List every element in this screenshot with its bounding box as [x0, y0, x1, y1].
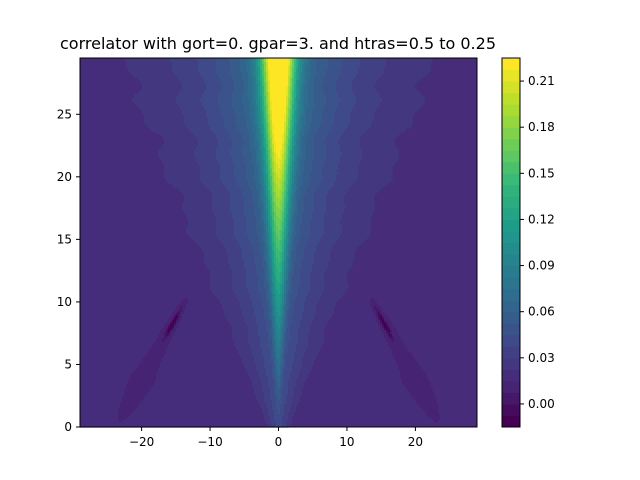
colorbar-swatch — [502, 93, 520, 105]
y-tick-label: 0 — [64, 420, 72, 434]
colorbar-swatch — [502, 127, 520, 139]
colorbar-tick-label: 0.00 — [528, 397, 555, 411]
colorbar-swatch — [502, 81, 520, 93]
x-tick-label: 10 — [339, 435, 354, 449]
contour-cell — [292, 420, 435, 423]
colorbar-tick-label: 0.12 — [528, 212, 555, 226]
colorbar-swatch — [502, 231, 520, 243]
colorbar-swatch — [502, 415, 520, 427]
colorbar-swatch — [502, 243, 520, 255]
colorbar-swatch — [502, 312, 520, 324]
colorbar-tick-label: 0.21 — [528, 74, 555, 88]
x-axis: −20 −10 0 10 20 — [129, 427, 423, 449]
chart-title: correlator with gort=0. gpar=3. and htra… — [60, 34, 496, 53]
colorbar-tick-label: 0.18 — [528, 120, 555, 134]
plot-area — [80, 58, 477, 428]
colorbar-swatch — [502, 277, 520, 289]
colorbar-swatch — [502, 335, 520, 347]
colorbar-swatch — [502, 358, 520, 370]
colorbar-swatch — [502, 139, 520, 151]
colorbar-swatch — [502, 289, 520, 301]
colorbar-tick-label: 0.15 — [528, 166, 555, 180]
y-tick-label: 5 — [64, 357, 72, 371]
colorbar-tick-label: 0.09 — [528, 259, 555, 273]
colorbar-swatch — [502, 219, 520, 231]
colorbar-tick-label: 0.03 — [528, 351, 555, 365]
colorbar-swatch — [502, 116, 520, 128]
contour-cell — [434, 420, 439, 423]
colorbar: 0.00 0.03 0.06 0.09 0.12 0.15 0.18 0.21 — [502, 58, 555, 428]
colorbar-swatch — [502, 369, 520, 381]
colorbar-swatch — [502, 323, 520, 335]
y-tick-label: 10 — [57, 295, 72, 309]
colorbar-swatch — [502, 70, 520, 82]
y-axis: 0 5 10 15 20 25 — [57, 107, 80, 434]
x-tick-label: 0 — [275, 435, 283, 449]
y-tick-label: 20 — [57, 170, 72, 184]
colorbar-swatch — [502, 266, 520, 278]
colorbar-swatch — [502, 254, 520, 266]
colorbar-swatch — [502, 162, 520, 174]
y-tick-label: 25 — [57, 107, 72, 121]
colorbar-swatches — [502, 58, 520, 428]
colorbar-swatch — [502, 381, 520, 393]
colorbar-axis: 0.00 0.03 0.06 0.09 0.12 0.15 0.18 0.21 — [520, 74, 555, 411]
colorbar-swatch — [502, 173, 520, 185]
x-tick-label: 20 — [408, 435, 423, 449]
colorbar-swatch — [502, 404, 520, 416]
colorbar-swatch — [502, 104, 520, 116]
colorbar-swatch — [502, 58, 520, 70]
colorbar-swatch — [502, 346, 520, 358]
colorbar-swatch — [502, 150, 520, 162]
y-tick-label: 15 — [57, 232, 72, 246]
colorbar-swatch — [502, 392, 520, 404]
colorbar-swatch — [502, 196, 520, 208]
x-tick-label: −10 — [197, 435, 222, 449]
colorbar-swatch — [502, 300, 520, 312]
x-tick-label: −20 — [129, 435, 154, 449]
colorbar-swatch — [502, 185, 520, 197]
colorbar-swatch — [502, 208, 520, 220]
colorbar-tick-label: 0.06 — [528, 305, 555, 319]
